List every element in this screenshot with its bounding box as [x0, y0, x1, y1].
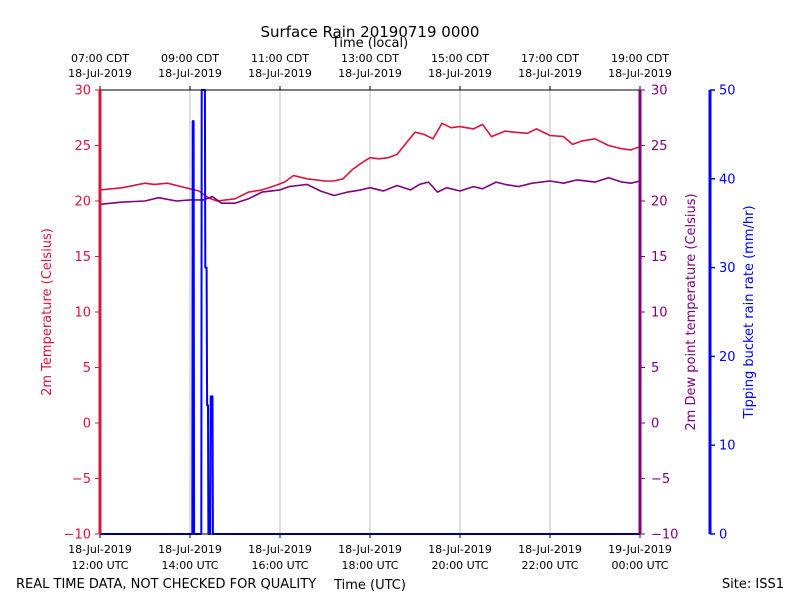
bottom-tick-date-1: 18-Jul-2019 — [158, 543, 222, 556]
bottom-tick-date-4: 18-Jul-2019 — [428, 543, 492, 556]
temperature-tick-label-5: 15 — [74, 250, 91, 265]
site-label: Site: ISS1 — [722, 577, 784, 592]
bottom-tick-date-0: 18-Jul-2019 — [68, 543, 132, 556]
top-tick-date-5: 18-Jul-2019 — [518, 67, 582, 80]
dewpoint-tick-label-1: −5 — [651, 472, 670, 487]
bottom-tick-time-0: 12:00 UTC — [71, 559, 128, 572]
temperature-tick-label-7: 25 — [74, 139, 91, 154]
temperature-tick-label-3: 5 — [83, 361, 91, 376]
bottom-tick-time-2: 16:00 UTC — [251, 559, 308, 572]
dewpoint-axis-label: 2m Dew point temperature (Celsius) — [684, 193, 699, 430]
rain-tick-label-3: 30 — [719, 261, 736, 276]
dewpoint-tick-label-3: 5 — [651, 361, 659, 376]
temperature-tick-label-1: −5 — [72, 472, 91, 487]
dewpoint-tick-label-4: 10 — [651, 306, 668, 321]
dewpoint-tick-label-2: 0 — [651, 417, 659, 432]
temperature-tick-label-2: 0 — [83, 417, 91, 432]
grid-lines — [189, 90, 551, 534]
temperature-tick-label-0: −10 — [64, 528, 91, 543]
bottom-tick-date-2: 18-Jul-2019 — [248, 543, 312, 556]
bottom-tick-date-6: 19-Jul-2019 — [608, 543, 672, 556]
series-line-dewpoint — [99, 176, 641, 206]
top-tick-time-2: 11:00 CDT — [251, 52, 309, 65]
rain-tick-label-5: 50 — [719, 84, 736, 99]
top-tick-time-5: 17:00 CDT — [521, 52, 579, 65]
bottom-tick-time-3: 18:00 UTC — [341, 559, 398, 572]
bottom-tick-time-4: 20:00 UTC — [431, 559, 488, 572]
top-tick-time-0: 07:00 CDT — [71, 52, 129, 65]
bottom-tick-time-6: 00:00 UTC — [611, 559, 668, 572]
dewpoint-tick-label-6: 20 — [651, 195, 668, 210]
top-tick-date-3: 18-Jul-2019 — [338, 67, 402, 80]
top-tick-time-1: 09:00 CDT — [161, 52, 219, 65]
top-tick-time-6: 19:00 CDT — [611, 52, 669, 65]
axes — [95, 86, 715, 538]
temperature-tick-label-4: 10 — [74, 306, 91, 321]
temperature-axis-label: 2m Temperature (Celsius) — [40, 228, 55, 396]
top-tick-date-4: 18-Jul-2019 — [428, 67, 492, 80]
rain-tick-label-0: 0 — [719, 528, 727, 543]
bottom-tick-date-3: 18-Jul-2019 — [338, 543, 402, 556]
dewpoint-tick-label-0: −10 — [651, 528, 678, 543]
bottom-tick-time-1: 14:00 UTC — [161, 559, 218, 572]
tick-labels: 18-Jul-2019 12:00 UTC 18-Jul-2019 14:00 UTC… — [64, 52, 736, 572]
temperature-tick-label-8: 30 — [74, 84, 91, 99]
chart-title: Surface Rain 20190719 0000 — [261, 23, 480, 41]
dewpoint-tick-label-8: 30 — [651, 84, 668, 99]
top-tick-date-1: 18-Jul-2019 — [158, 67, 222, 80]
top-tick-date-6: 18-Jul-2019 — [608, 67, 672, 80]
bottom-tick-time-5: 22:00 UTC — [521, 559, 578, 572]
rain-tick-label-2: 20 — [719, 350, 736, 365]
bottom-tick-date-5: 18-Jul-2019 — [518, 543, 582, 556]
dewpoint-tick-label-7: 25 — [651, 139, 668, 154]
rain-tick-label-4: 40 — [719, 172, 736, 187]
top-tick-time-3: 13:00 CDT — [341, 52, 399, 65]
bottom-axis-label: Time (UTC) — [333, 578, 406, 593]
temperature-tick-label-6: 20 — [74, 195, 91, 210]
top-axis-label: Time (local) — [331, 36, 408, 51]
top-tick-time-4: 15:00 CDT — [431, 52, 489, 65]
top-tick-date-0: 18-Jul-2019 — [68, 67, 132, 80]
dewpoint-tick-label-5: 15 — [651, 250, 668, 265]
rain-axis-label: Tipping bucket rain rate (mm/hr) — [742, 205, 757, 419]
quality-disclaimer: REAL TIME DATA, NOT CHECKED FOR QUALITY — [16, 577, 316, 592]
top-tick-date-2: 18-Jul-2019 — [248, 67, 312, 80]
rain-tick-label-1: 10 — [719, 439, 736, 454]
